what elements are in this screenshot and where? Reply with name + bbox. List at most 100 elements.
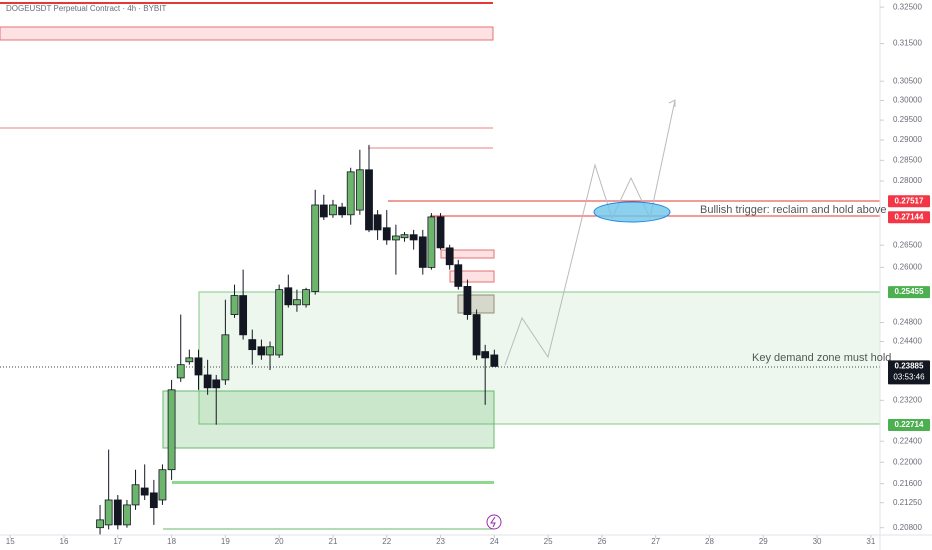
candle-body: [481, 351, 490, 359]
supply-zone: [449, 270, 495, 283]
candle-body: [454, 264, 463, 287]
price-label: 0.27517: [895, 196, 924, 205]
candle-body: [463, 286, 472, 315]
candle-body: [149, 492, 158, 509]
x-tick-label: 15: [6, 537, 15, 546]
candle-body: [185, 357, 194, 363]
candle-body: [230, 295, 239, 315]
x-tick-label: 26: [597, 537, 606, 546]
x-tick-label: 23: [436, 537, 445, 546]
price-label-box: [888, 195, 930, 208]
support-line: [172, 481, 494, 484]
y-tick-label: 0.29000: [893, 135, 922, 144]
x-tick-label: 27: [651, 537, 660, 546]
price-label-box: [888, 360, 930, 385]
y-tick-label: 0.26500: [893, 240, 922, 249]
price-label: 0.27144: [895, 212, 924, 221]
x-tick-label: 25: [544, 537, 553, 546]
y-tick-label: 0.24400: [893, 337, 922, 346]
candle-body: [391, 235, 400, 241]
candle-body: [329, 204, 337, 216]
y-tick-label: 0.20800: [893, 523, 922, 532]
alert-bolt: [490, 516, 496, 528]
candle-body: [311, 204, 320, 292]
y-tick-label: 0.29500: [893, 115, 922, 124]
x-tick-label: 30: [813, 537, 822, 546]
candle-body: [266, 346, 274, 356]
y-tick-label: 0.30500: [893, 76, 922, 85]
candle-body: [257, 346, 266, 356]
candle-body: [346, 171, 355, 216]
trigger-ellipse: [593, 201, 671, 223]
price-label-box: [888, 419, 930, 432]
candle-body: [302, 289, 310, 306]
candle-body: [239, 295, 248, 336]
price-label: 0.25455: [895, 287, 924, 296]
candle-body: [284, 287, 293, 306]
annotation: Key demand zone must hold: [752, 352, 891, 364]
y-tick-label: 0.22000: [893, 457, 922, 466]
candle-body: [490, 354, 499, 367]
x-tick-label: 28: [705, 537, 714, 546]
candle-body: [212, 379, 221, 389]
price-label-box: [888, 286, 930, 299]
x-tick-label: 17: [113, 537, 122, 546]
y-tick-label: 0.22400: [893, 436, 922, 445]
y-tick-label: 0.26000: [893, 263, 922, 272]
chart-title: DOGEUSDT Perpetual Contract · 4h · BYBIT: [6, 4, 166, 13]
annotation: Bullish trigger: reclaim and hold above: [700, 204, 887, 216]
candle-body: [373, 214, 382, 231]
candle-body: [194, 357, 203, 376]
candle-body: [293, 299, 301, 306]
candle-body: [275, 289, 284, 356]
candle-body: [221, 334, 230, 381]
y-tick-label: 0.31500: [893, 39, 922, 48]
y-tick-label: 0.21250: [893, 498, 922, 507]
candle-body: [418, 236, 427, 268]
x-tick-label: 18: [167, 537, 176, 546]
candle-body: [167, 389, 176, 471]
price-label: 0.23885: [895, 361, 924, 370]
candle-body: [319, 204, 328, 218]
y-tick-label: 0.24800: [893, 318, 922, 327]
candle-body: [140, 487, 149, 496]
x-tick-label: 22: [382, 537, 391, 546]
candle-body: [400, 234, 409, 239]
candle-body: [176, 364, 185, 379]
candle-body: [203, 374, 212, 389]
candle-body: [427, 216, 436, 268]
x-tick-label: 24: [490, 537, 499, 546]
y-tick-label: 0.23200: [893, 395, 922, 404]
x-tick-label: 29: [759, 537, 768, 546]
candle-body: [409, 234, 418, 241]
x-tick-label: 20: [275, 537, 284, 546]
y-tick-label: 0.28500: [893, 155, 922, 164]
candle-body: [158, 469, 167, 501]
candle-body: [113, 499, 122, 526]
candle-body: [131, 484, 140, 506]
candle-body: [472, 314, 481, 356]
price-label: 0.22714: [895, 420, 924, 429]
candle-body: [382, 227, 391, 241]
price-label-box: [888, 211, 930, 224]
x-tick-label: 31: [866, 537, 875, 546]
supply-zone: [0, 26, 494, 41]
candle-body: [436, 216, 445, 249]
y-tick-label: 0.32500: [893, 2, 922, 11]
supply-zone: [440, 249, 495, 259]
y-tick-label: 0.28000: [893, 176, 922, 185]
candle-body: [355, 169, 364, 211]
x-tick-label: 16: [60, 537, 69, 546]
candle-body: [123, 504, 131, 526]
x-tick-label: 19: [221, 537, 230, 546]
projection-arrow: [668, 99, 676, 107]
alert-icon[interactable]: [486, 514, 502, 530]
candle-body: [248, 339, 257, 351]
y-tick-label: 0.30000: [893, 96, 922, 105]
candle-body: [365, 169, 373, 231]
demand-zone: [162, 390, 495, 449]
countdown: 03:53:46: [893, 372, 925, 381]
candle-body: [338, 206, 347, 216]
